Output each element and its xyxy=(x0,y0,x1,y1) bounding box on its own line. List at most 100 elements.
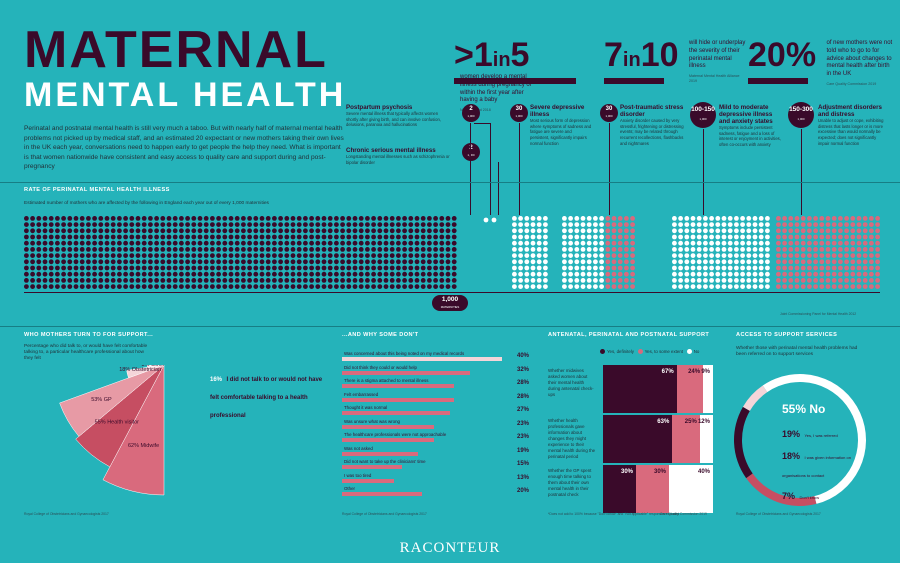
maternity-dot xyxy=(420,240,426,246)
why-source: Royal College of Obstetricians and Gynae… xyxy=(342,512,427,516)
category-desc: Longstanding mental illnesses such as sc… xyxy=(346,154,450,165)
maternity-dot xyxy=(79,265,85,271)
stat-text: will hide or underplay the severity of t… xyxy=(688,40,746,70)
maternity-dot xyxy=(630,247,635,252)
maternity-dot xyxy=(129,265,135,271)
category-mild-moderate: Mild to moderate depressive illness and … xyxy=(719,104,783,148)
maternity-dot xyxy=(129,271,135,277)
maternity-dot xyxy=(672,234,677,240)
maternity-dot xyxy=(290,216,296,221)
why-bar-row: The healthcare professionals were not ap… xyxy=(342,432,529,444)
maternity-dot xyxy=(340,247,345,252)
maternity-dot xyxy=(129,247,135,252)
maternity-dot xyxy=(216,284,222,289)
maternity-dot xyxy=(844,222,849,227)
maternity-dot xyxy=(408,228,414,234)
maternity-dot xyxy=(228,234,234,240)
maternity-dot xyxy=(86,271,91,277)
maternity-dot xyxy=(216,265,222,271)
maternity-dot xyxy=(844,265,849,271)
maternity-dot xyxy=(624,228,629,234)
maternity-dot xyxy=(296,284,302,289)
maternity-dot xyxy=(210,253,215,258)
maternity-dot xyxy=(36,271,42,277)
maternity-dot xyxy=(530,265,536,271)
maternity-dot xyxy=(383,228,389,234)
category-desc: Severe mental illness that typically aff… xyxy=(346,111,441,128)
maternity-dot xyxy=(135,271,141,277)
maternity-dot xyxy=(24,222,29,227)
maternity-dot xyxy=(327,265,333,271)
access-items: 19% Yes, I was referred 18% I was given … xyxy=(782,424,852,504)
maternity-dot xyxy=(30,259,35,265)
maternity-dot xyxy=(402,234,407,240)
maternity-dot xyxy=(334,278,339,283)
maternity-dot xyxy=(203,240,209,246)
maternity-dot xyxy=(241,265,246,271)
maternity-dot xyxy=(512,222,517,227)
maternity-dot xyxy=(433,253,438,258)
maternity-dot xyxy=(172,278,178,283)
maternity-dot xyxy=(825,265,831,271)
maternity-dot xyxy=(48,284,54,289)
maternity-dot xyxy=(599,278,604,283)
maternity-dot xyxy=(284,222,290,227)
maternity-dot xyxy=(61,271,66,277)
maternity-dot xyxy=(524,259,530,265)
maternity-dot xyxy=(154,228,160,234)
maternity-dot xyxy=(321,278,327,283)
maternity-dot xyxy=(543,284,548,289)
maternity-dot xyxy=(365,271,370,277)
maternity-dot xyxy=(48,265,54,271)
maternity-dot xyxy=(586,228,592,234)
maternity-dot xyxy=(148,247,153,252)
maternity-dot xyxy=(611,216,617,221)
maternity-dot xyxy=(574,240,580,246)
maternity-dot xyxy=(740,216,745,221)
maternity-dot xyxy=(831,259,837,265)
maternity-dot xyxy=(203,259,209,265)
maternity-dot xyxy=(593,247,598,252)
maternity-dot xyxy=(856,216,862,221)
maternity-dot xyxy=(408,247,414,252)
maternity-dot xyxy=(427,284,432,289)
maternity-dot xyxy=(746,228,752,234)
maternity-dot xyxy=(389,240,395,246)
maternity-dot xyxy=(574,222,580,227)
maternity-dot xyxy=(586,284,592,289)
support-segment-value: 12% xyxy=(697,419,710,425)
maternity-dot xyxy=(703,222,708,227)
maternity-dot xyxy=(734,234,739,240)
maternity-dot xyxy=(396,228,401,234)
maternity-dot xyxy=(672,228,677,234)
maternity-dot xyxy=(203,265,209,271)
maternity-dot xyxy=(61,234,66,240)
maternity-dot xyxy=(678,240,683,246)
maternity-dot xyxy=(210,240,215,246)
why-bar-row: Was not asked 19% xyxy=(342,446,529,458)
maternity-dot xyxy=(92,284,97,289)
maternity-dot xyxy=(599,247,604,252)
maternity-dot xyxy=(296,228,302,234)
maternity-dot xyxy=(715,259,721,265)
maternity-dot xyxy=(844,234,849,240)
maternity-dot xyxy=(160,240,166,246)
maternity-dot xyxy=(315,247,321,252)
maternity-dot xyxy=(420,228,426,234)
maternity-dot xyxy=(278,222,283,227)
maternity-dot xyxy=(104,234,110,240)
donut-center: 55% No xyxy=(782,402,826,416)
page-title-line2: MENTAL HEALTH xyxy=(24,76,347,114)
maternity-dot xyxy=(222,222,228,227)
maternity-dot xyxy=(396,284,401,289)
maternity-dot xyxy=(414,278,420,283)
maternity-dot xyxy=(445,265,451,271)
maternity-dot xyxy=(383,247,389,252)
maternity-dot xyxy=(433,284,438,289)
maternity-dot xyxy=(765,247,770,252)
maternity-dot xyxy=(782,265,787,271)
maternity-dot xyxy=(24,216,29,221)
maternity-dot xyxy=(746,278,752,283)
maternity-dot xyxy=(518,271,523,277)
maternity-dot xyxy=(819,265,825,271)
